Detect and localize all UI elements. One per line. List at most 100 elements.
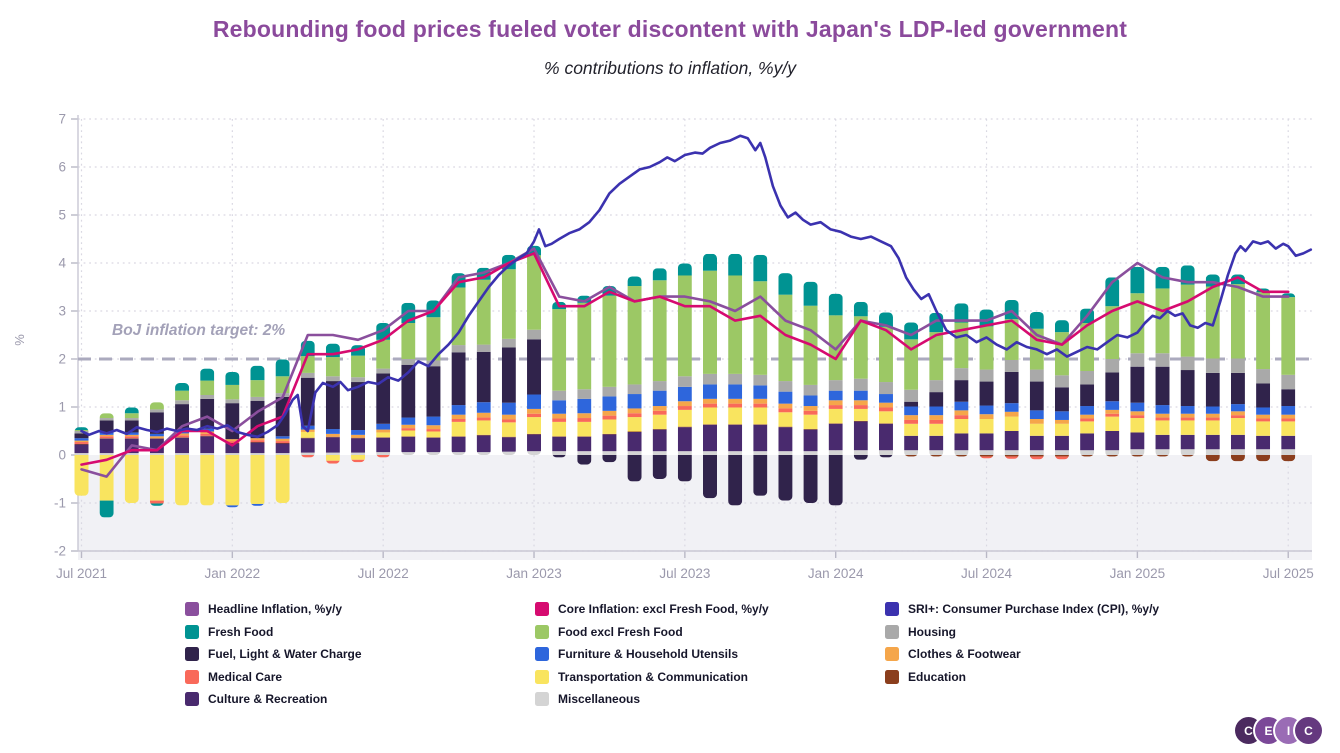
bar-segment-miscellaneous [652, 451, 667, 455]
bar-segment-food-excl-fresh-food [99, 413, 114, 419]
bar-aug-2021 [99, 413, 114, 518]
bar-segment-education [200, 435, 215, 437]
bar-segment-fuel-light-water-charge [803, 455, 818, 503]
y-tick-label: 4 [58, 256, 66, 271]
legend-item-fresh-food[interactable]: Fresh Food [185, 621, 362, 644]
bar-segment-fuel-light-water-charge [476, 351, 491, 403]
bar-segment-miscellaneous [1155, 449, 1170, 455]
bar-segment-housing [1105, 359, 1120, 373]
bar-may-2024 [929, 312, 944, 457]
bar-segment-medical-care [99, 436, 114, 439]
bar-segment-miscellaneous [803, 451, 818, 455]
bar-segment-transportation-communication [753, 407, 768, 425]
bar-segment-transportation-communication [325, 455, 340, 461]
bar-segment-transportation-communication [351, 455, 366, 460]
bar-segment-fresh-food [1180, 265, 1195, 285]
bar-segment-miscellaneous [552, 451, 567, 455]
bar-segment-clothes-footwear [728, 398, 743, 404]
bar-segment-housing [1004, 359, 1019, 372]
bar-segment-housing [527, 329, 542, 340]
bar-segment-furniture-household-utensils [225, 505, 240, 508]
legend-item-fuel-light-water-charge[interactable]: Fuel, Light & Water Charge [185, 643, 362, 666]
bar-segment-culture-recreation [728, 424, 743, 452]
bar-segment-furniture-household-utensils [250, 503, 265, 506]
bar-segment-clothes-footwear [175, 433, 190, 436]
bar-segment-medical-care [1205, 417, 1220, 421]
legend-item-sri-consumer-purchase-index-cpi-y-y[interactable]: SRI+: Consumer Purchase Index (CPI), %y/… [885, 598, 1159, 621]
bar-segment-food-excl-fresh-food [853, 316, 868, 379]
legend-column: Core Inflation: excl Fresh Food, %y/y Foo… [535, 598, 769, 711]
bar-segment-fuel-light-water-charge [728, 455, 743, 506]
bar-segment-education [1230, 455, 1245, 462]
bar-sep-2022 [426, 300, 441, 455]
bar-segment-furniture-household-utensils [149, 433, 164, 437]
legend-item-medical-care[interactable]: Medical Care [185, 666, 362, 689]
bar-segment-education [451, 436, 466, 437]
bar-segment-medical-care [426, 429, 441, 432]
bar-segment-food-excl-fresh-food [1281, 297, 1296, 375]
bar-segment-clothes-footwear [527, 408, 542, 414]
bar-segment-transportation-communication [602, 419, 617, 434]
bar-segment-housing [376, 368, 391, 374]
legend-label: Fuel, Light & Water Charge [208, 647, 362, 662]
bar-segment-clothes-footwear [954, 410, 969, 416]
bar-segment-furniture-household-utensils [1205, 406, 1220, 414]
bar-segment-furniture-household-utensils [602, 396, 617, 411]
legend-item-education[interactable]: Education [885, 666, 1159, 689]
bar-segment-transportation-communication [677, 409, 692, 427]
legend-item-miscellaneous[interactable]: Miscellaneous [535, 688, 769, 711]
bar-segment-fuel-light-water-charge [703, 455, 717, 499]
bar-segment-food-excl-fresh-food [476, 279, 491, 345]
bar-segment-medical-care [501, 419, 516, 423]
bar-segment-miscellaneous [124, 453, 139, 455]
bar-segment-fuel-light-water-charge [954, 380, 969, 402]
legend-item-headline-inflation-y-y[interactable]: Headline Inflation, %y/y [185, 598, 362, 621]
legend-item-transportation-communication[interactable]: Transportation & Communication [535, 666, 769, 689]
bar-segment-fuel-light-water-charge [1004, 371, 1019, 404]
legend-item-food-excl-fresh-food[interactable]: Food excl Fresh Food [535, 621, 769, 644]
bar-segment-clothes-footwear [1256, 414, 1271, 419]
y-tick-label: 6 [58, 160, 66, 175]
legend-label: Furniture & Household Utensils [558, 647, 739, 662]
bar-segment-furniture-household-utensils [577, 398, 592, 414]
bar-segment-culture-recreation [1256, 435, 1271, 450]
y-tick-label: 0 [58, 448, 66, 463]
bar-segment-housing [351, 377, 366, 383]
bar-segment-clothes-footwear [200, 431, 215, 434]
bar-segment-medical-care [1080, 418, 1095, 422]
bar-segment-miscellaneous [501, 451, 516, 455]
legend-item-core-inflation-excl-fresh-food-y-y[interactable]: Core Inflation: excl Fresh Food, %y/y [535, 598, 769, 621]
bar-segment-housing [1080, 371, 1095, 385]
legend-item-clothes-footwear[interactable]: Clothes & Footwear [885, 643, 1159, 666]
bar-segment-fresh-food [954, 303, 969, 323]
bar-segment-transportation-communication [426, 431, 441, 438]
bar-segment-miscellaneous [778, 451, 793, 455]
legend-item-culture-recreation[interactable]: Culture & Recreation [185, 688, 362, 711]
bar-segment-miscellaneous [1130, 449, 1145, 455]
bar-segment-furniture-household-utensils [1155, 405, 1170, 414]
legend-swatch [185, 647, 199, 662]
bar-segment-transportation-communication [1130, 418, 1145, 433]
bar-segment-clothes-footwear [501, 414, 516, 420]
bar-segment-transportation-communication [1029, 423, 1044, 436]
bar-segment-food-excl-fresh-food [250, 380, 265, 397]
bar-segment-transportation-communication [979, 419, 994, 434]
legend-item-housing[interactable]: Housing [885, 621, 1159, 644]
bar-segment-miscellaneous [225, 453, 240, 455]
bar-segment-fuel-light-water-charge [149, 412, 164, 434]
bar-segment-clothes-footwear [703, 398, 717, 404]
bar-segment-housing [451, 345, 466, 353]
chart-title: Rebounding food prices fueled voter disc… [212, 16, 1128, 42]
bar-segment-housing [602, 386, 617, 397]
bar-oct-2021 [149, 402, 164, 506]
bar-segment-transportation-communication [1230, 418, 1245, 435]
bar-segment-culture-recreation [99, 438, 114, 454]
bar-segment-fuel-light-water-charge [451, 352, 466, 406]
bar-segment-clothes-footwear [929, 415, 944, 420]
bar-segment-miscellaneous [853, 450, 868, 455]
legend-item-furniture-household-utensils[interactable]: Furniture & Household Utensils [535, 643, 769, 666]
bar-segment-medical-care [602, 415, 617, 420]
bar-segment-clothes-footwear [451, 414, 466, 419]
bar-dec-2022 [501, 254, 516, 455]
bar-segment-fresh-food [853, 301, 868, 317]
